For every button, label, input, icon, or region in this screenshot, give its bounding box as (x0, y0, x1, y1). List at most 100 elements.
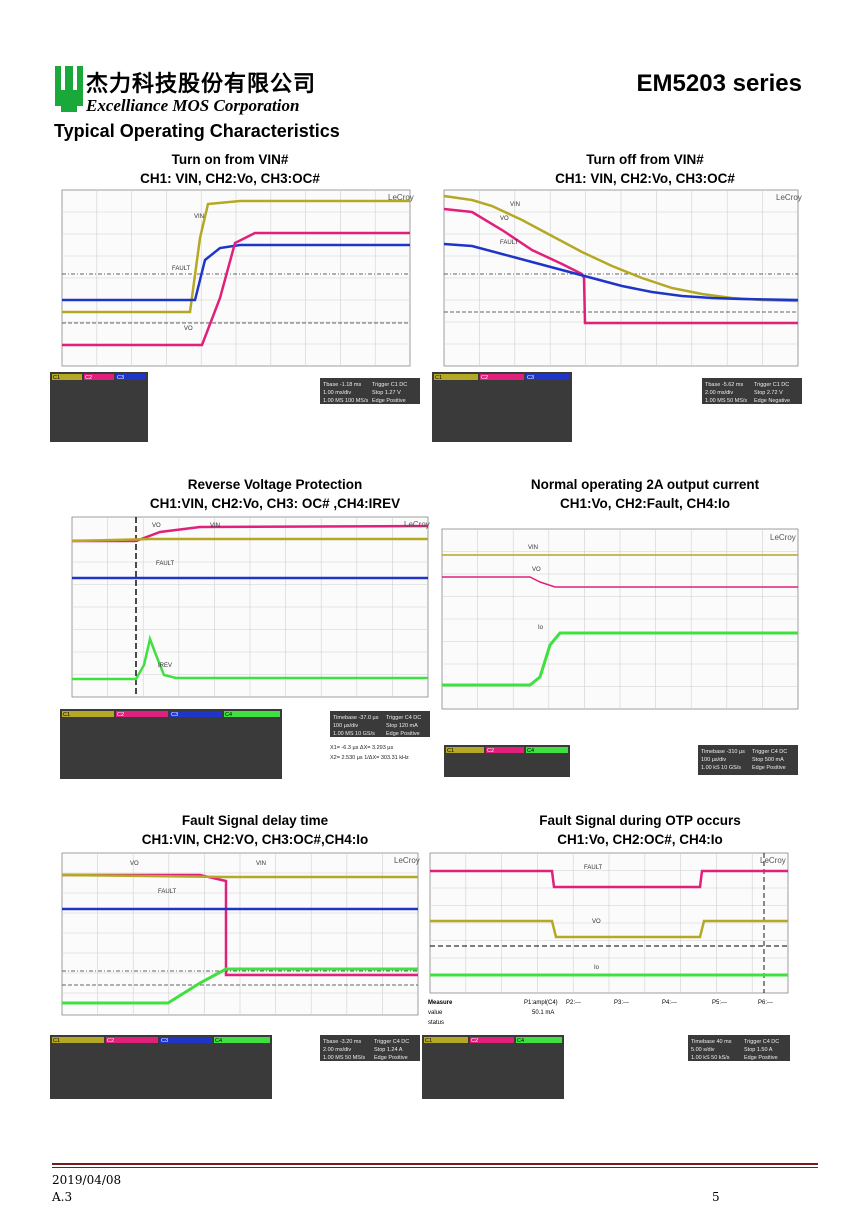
figure-6-subtitle: CH1:Vo, CH2:OC#, CH4:Io (557, 832, 723, 847)
vo-label: VO (130, 861, 139, 867)
timebase-readout: Timebase -310 µs (701, 749, 745, 755)
ch1-tag: C1 (53, 1038, 60, 1044)
trigger-level: Stop 1.27 V (372, 390, 401, 396)
measure-p6: P6:--- (758, 1000, 773, 1006)
vo-label: VO (500, 216, 509, 222)
trigger-level: Stop 1.24 A (374, 1047, 403, 1053)
footer-revision: A.3 (52, 1190, 73, 1204)
page-number: 5 (712, 1190, 720, 1204)
sample-rate: 1.00 MS 50 MS/s (705, 398, 747, 404)
series-title: EM5203 series (636, 70, 802, 97)
ch2-tag: C2 (107, 1038, 114, 1044)
trigger-edge: Edge Negative (754, 398, 790, 404)
trigger-edge: Edge Positive (386, 731, 420, 737)
trigger-level: Stop 500 mA (752, 757, 784, 763)
scope-screenshot-3: LeCroy VIN VO FAULT IREV C1 C2 C3 C4 Tim… (60, 515, 432, 783)
ch2-tag: C2 (117, 712, 124, 718)
trigger-readout: Trigger C4 DC (752, 749, 787, 755)
figure-3-subtitle: CH1:VIN, CH2:Vo, CH3: OC# ,CH4:IREV (149, 496, 401, 511)
cursor-x1-readout: X1= -6.3 µs ΔX= 3.293 µs (330, 745, 393, 751)
trigger-readout: Trigger C4 DC (374, 1039, 409, 1045)
ch3-tag: C3 (117, 375, 124, 381)
vin-label: VIN (194, 214, 204, 220)
company-logo (55, 66, 83, 112)
timebase-readout: Tbase -3.20 ms (323, 1039, 361, 1045)
vo-label: VO (184, 326, 193, 332)
ch2-tag: C2 (487, 748, 494, 754)
section-title: Typical Operating Characteristics (54, 121, 340, 141)
ch4-tag: C4 (517, 1038, 524, 1044)
vo-label: VO (592, 919, 601, 925)
scope-screenshot-4: LeCroy VIN VO Io C1 C2 C4 Timebase -310 … (430, 527, 802, 783)
figure-5-subtitle: CH1:VIN, CH2:VO, CH3:OC#,CH4:Io (141, 832, 369, 847)
measure-p1: P1:ampl(C4) (524, 1000, 558, 1006)
ch4-tag: C4 (225, 712, 232, 718)
ch2-tag: C2 (481, 375, 488, 381)
figure-1-title: Turn on from VIN# (171, 152, 289, 167)
timebase-scale: 100 µs/div (333, 723, 358, 729)
lecroy-logo: LeCroy (388, 193, 414, 202)
figure-4-caption: Normal operating 2A output current CH1:V… (490, 475, 800, 513)
company-name-en: Excelliance MOS Corporation (86, 96, 300, 115)
timebase-readout: Tbase -1.18 ms (323, 382, 361, 388)
fault-label: FAULT (156, 561, 175, 567)
figure-4-title: Normal operating 2A output current (530, 477, 760, 492)
figure-5-caption: Fault Signal delay time CH1:VIN, CH2:VO,… (110, 811, 400, 849)
io-label: Io (538, 625, 544, 631)
trigger-edge: Edge Positive (372, 398, 406, 404)
trigger-readout: Trigger C4 DC (744, 1039, 779, 1045)
ch3-tag: C3 (171, 712, 178, 718)
ch3-tag: C3 (161, 1038, 168, 1044)
scope-screenshot-1: LeCroy VIN FAULT VO C1 C2 C3 Tbase -1.18… (50, 188, 422, 446)
ch1-tag: C1 (447, 748, 454, 754)
scope-screenshot-2: LeCroy VIN VO FAULT C1 C2 C3 Tbase -5.62… (432, 188, 804, 446)
vin-label: VIN (510, 202, 520, 208)
fault-label: FAULT (584, 865, 603, 871)
fault-label: FAULT (158, 889, 177, 895)
timebase-scale: 100 µs/div (701, 757, 726, 763)
figure-6-title: Fault Signal during OTP occurs (539, 813, 741, 828)
trigger-edge: Edge Positive (744, 1055, 778, 1061)
ch1-tag: C1 (63, 712, 70, 718)
cursor-x2-readout: X2= 2.530 µs 1/ΔX= 303.31 kHz (330, 755, 409, 761)
lecroy-logo: LeCroy (394, 856, 420, 865)
figure-2-caption: Turn off from VIN# CH1: VIN, CH2:Vo, CH3… (500, 150, 790, 188)
vo-label: VO (532, 567, 541, 573)
sample-rate: 1.00 kS 50 kS/s (691, 1055, 730, 1061)
io-label: Io (594, 965, 600, 971)
trigger-readout: Trigger C4 DC (386, 715, 421, 721)
vin-label: VIN (210, 523, 220, 529)
trigger-edge: Edge Positive (752, 765, 786, 771)
measure-p4: P4:--- (662, 1000, 677, 1006)
timebase-scale: 1.00 ms/div (323, 390, 351, 396)
timebase-readout: Tbase -5.62 ms (705, 382, 743, 388)
figure-1-caption: Turn on from VIN# CH1: VIN, CH2:Vo, CH3:… (100, 150, 360, 188)
measure-value-label: value (428, 1010, 443, 1016)
measure-p5: P5:--- (712, 1000, 727, 1006)
ch2-tag: C2 (471, 1038, 478, 1044)
ch3-tag: C3 (527, 375, 534, 381)
scope-screenshot-5: LeCroy VO VIN FAULT C1 C2 C3 C4 Tbase -3… (50, 851, 422, 1101)
vin-label: VIN (528, 545, 538, 551)
company-name-cn: 杰力科技股份有限公司 (86, 71, 317, 97)
measure-p1-value: 50.1 mA (532, 1010, 554, 1016)
trigger-edge: Edge Positive (374, 1055, 408, 1061)
scope-screenshot-6: LeCroy FAULT VO Io Measure value status … (422, 851, 794, 1101)
figure-1-subtitle: CH1: VIN, CH2:Vo, CH3:OC# (140, 171, 320, 186)
measure-label: Measure (428, 1000, 453, 1006)
vo-label: VO (152, 523, 161, 529)
figure-6-caption: Fault Signal during OTP occurs CH1:Vo, C… (500, 811, 780, 849)
lecroy-logo: LeCroy (760, 856, 786, 865)
lecroy-logo: LeCroy (776, 193, 802, 202)
sample-rate: 1.00 kS 10 GS/s (701, 765, 741, 771)
timebase-scale: 2.00 ms/div (705, 390, 733, 396)
footer-date: 2019/04/08 (52, 1173, 122, 1187)
footer-divider (52, 1163, 818, 1165)
trigger-readout: Trigger C1 DC (372, 382, 407, 388)
trigger-level: Stop 120 mA (386, 723, 418, 729)
sample-rate: 1.00 MS 100 MS/s (323, 398, 368, 404)
measure-p3: P3:--- (614, 1000, 629, 1006)
footer-divider-thin (52, 1167, 818, 1168)
ch1-tag: C1 (425, 1038, 432, 1044)
figure-2-title: Turn off from VIN# (586, 152, 704, 167)
